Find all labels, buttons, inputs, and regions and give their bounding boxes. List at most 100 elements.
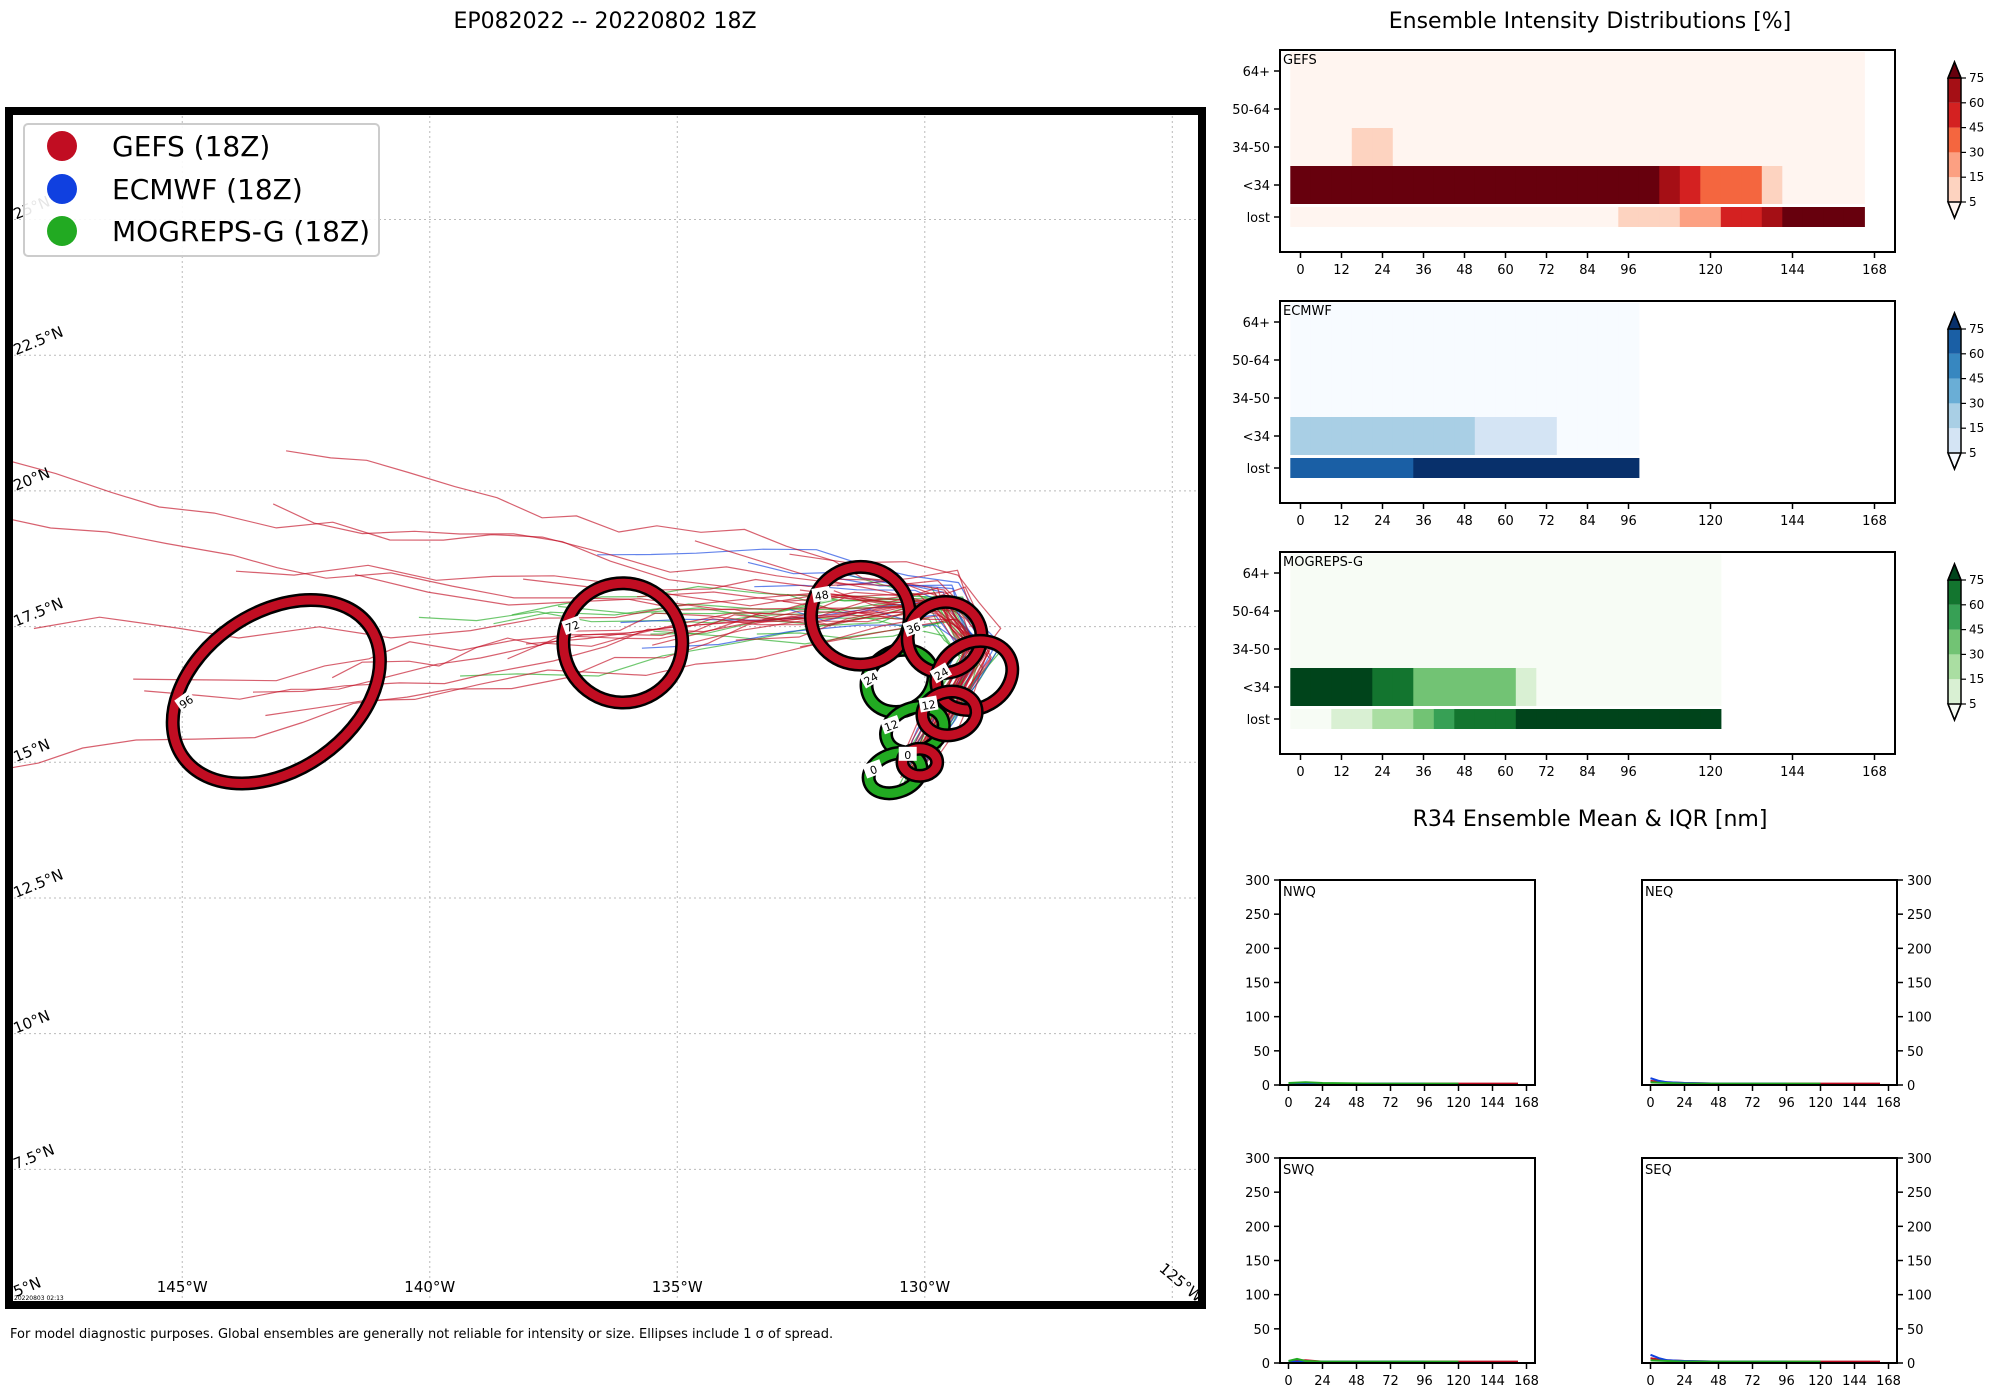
heatmap-cell [1556, 341, 1578, 379]
colorbar-segment [1948, 177, 1961, 202]
heatmap-cell [1536, 592, 1558, 630]
colorbar-segment [1948, 353, 1961, 379]
heatmap-cell [1495, 458, 1517, 478]
heatmap-cell [1413, 668, 1435, 706]
heatmap-cell [1433, 303, 1455, 341]
heatmap-x-tick-label: 24 [1374, 514, 1391, 529]
heatmap-cell [1618, 128, 1640, 166]
heatmap-cell [1515, 554, 1537, 592]
r34-y-tick-label: 200 [1245, 942, 1270, 957]
heatmap-cell [1495, 166, 1517, 204]
heatmap-cell [1351, 379, 1373, 417]
colorbar-gefs: 5 15 30 45 60 75 [1946, 60, 1984, 220]
heatmap-cell [1659, 554, 1681, 592]
heatmap-cell [1638, 668, 1660, 706]
heatmap-cell [1700, 592, 1722, 630]
heatmap-x-tick-label: 48 [1456, 514, 1473, 529]
heatmap-cell [1310, 90, 1332, 128]
r34-y-tick-label: 250 [1245, 1186, 1270, 1201]
heatmap-cell [1556, 52, 1578, 90]
r34-x-tick-label: 48 [1710, 1374, 1727, 1389]
heatmap-cell [1392, 303, 1414, 341]
heatmap-cell [1556, 90, 1578, 128]
heatmap-cell [1454, 668, 1476, 706]
heatmap-cell [1659, 128, 1681, 166]
heatmap-cell [1515, 630, 1537, 668]
heatmap-x-tick-label: 72 [1538, 514, 1555, 529]
colorbar-min-extend [1946, 452, 1963, 471]
heatmap-cell [1597, 630, 1619, 668]
colorbar-tick-label: 5 [1969, 446, 1977, 460]
heatmap-cell [1597, 90, 1619, 128]
r34-x-tick-label: 72 [1744, 1096, 1761, 1111]
heatmap-cell [1761, 166, 1783, 204]
heatmap-cell [1638, 709, 1660, 729]
colorbar-tick-label: 75 [1969, 71, 1984, 85]
r34-x-tick-label: 0 [1284, 1096, 1292, 1111]
heatmap-row-label: 64+ [1243, 65, 1270, 80]
heatmap-cell [1310, 52, 1332, 90]
ellipse-gefs-48: 48 [803, 559, 917, 672]
r34-y-tick-label: 300 [1245, 874, 1270, 889]
heatmap-cell [1700, 709, 1722, 729]
heatmap-cell [1679, 166, 1701, 204]
r34-y-tick-label: 150 [1907, 1255, 1932, 1270]
colorbar-tick-label: 15 [1969, 421, 1984, 435]
heatmap-cell [1536, 90, 1558, 128]
ellipse-hour-label: 72 [564, 618, 582, 635]
heatmap-cell [1351, 341, 1373, 379]
heatmap-cell [1392, 709, 1414, 729]
ellipse-label-bg [902, 617, 925, 637]
heatmap-cell [1741, 166, 1763, 204]
heatmap-cell [1495, 379, 1517, 417]
heatmap-x-tick-label: 48 [1456, 263, 1473, 278]
heatmap-cell [1310, 592, 1332, 630]
heatmap-cell [1556, 128, 1578, 166]
heatmap-cell [1556, 668, 1578, 706]
heatmap-cell [1331, 379, 1353, 417]
heatmap-cell [1392, 554, 1414, 592]
colorbar-tick-label: 5 [1969, 697, 1977, 711]
r34-x-tick-label: 96 [1778, 1096, 1795, 1111]
heatmap-cell [1618, 458, 1640, 478]
colorbar-tick-label: 15 [1969, 170, 1984, 184]
r34-panel-swq: SWQ 0 24 48 72 96 120 144 168 0 50 100 150 200 250 300 [1245, 1152, 1539, 1389]
ellipse-ring [898, 744, 942, 781]
heatmap-cell [1372, 128, 1394, 166]
heatmap-cell [1802, 90, 1824, 128]
heatmap-x-tick-label: 84 [1579, 514, 1596, 529]
heatmap-cell [1413, 166, 1435, 204]
heatmap-cell [1372, 207, 1394, 227]
heatmap-x-tick-label: 60 [1497, 765, 1514, 780]
heatmap-cell [1351, 668, 1373, 706]
colorbar-segment [1948, 152, 1961, 178]
r34-x-tick-label: 24 [1676, 1374, 1693, 1389]
heatmap-cell [1433, 630, 1455, 668]
heatmap-cell [1597, 52, 1619, 90]
heatmap-cell [1515, 668, 1537, 706]
r34-x-tick-label: 144 [1842, 1374, 1867, 1389]
r34-title: R34 Ensemble Mean & IQR [nm] [1413, 807, 1768, 832]
heatmap-cell [1454, 630, 1476, 668]
intensity-title: Ensemble Intensity Distributions [%] [1389, 9, 1792, 34]
heatmap-cell [1290, 417, 1312, 455]
heatmap-cell [1515, 592, 1537, 630]
heatmap-cell [1331, 668, 1353, 706]
heatmap-cell [1413, 303, 1435, 341]
heatmap-cell [1392, 207, 1414, 227]
lon-tick-label: 145°W [157, 1278, 208, 1296]
heatmap-cell [1392, 458, 1414, 478]
r34-y-tick-label: 100 [1907, 1011, 1932, 1026]
heatmap-cell [1290, 166, 1312, 204]
heatmap-cell [1392, 417, 1414, 455]
heatmap-cell [1454, 554, 1476, 592]
heatmap-cell [1474, 303, 1496, 341]
heatmap-cell [1331, 341, 1353, 379]
heatmap-cell [1351, 90, 1373, 128]
r34-y-tick-label: 250 [1907, 1186, 1932, 1201]
r34-y-tick-label: 250 [1907, 908, 1932, 923]
heatmap-cell [1392, 630, 1414, 668]
heatmap-cell [1577, 379, 1599, 417]
heatmap-cell [1536, 341, 1558, 379]
heatmap-cell [1659, 709, 1681, 729]
